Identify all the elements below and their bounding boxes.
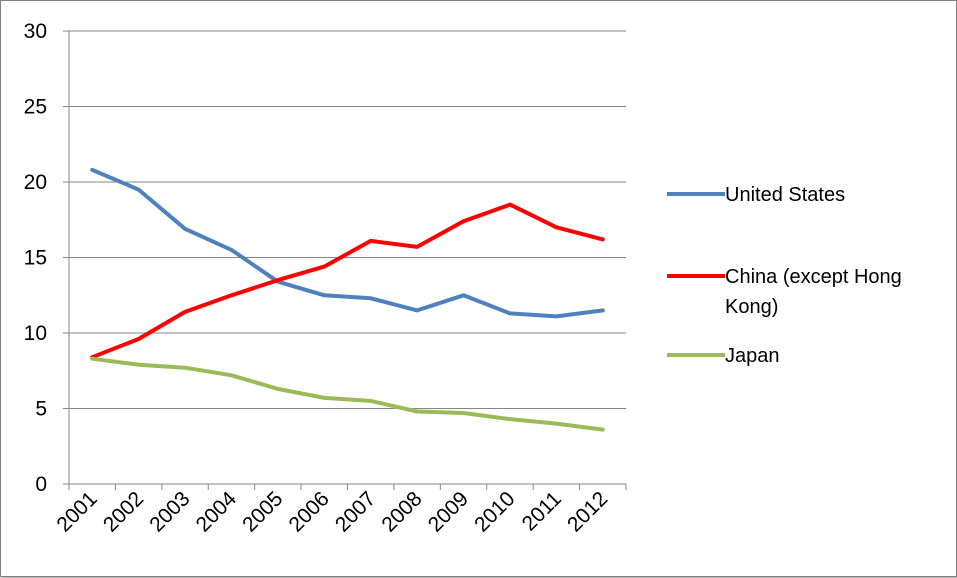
x-tick-label: 2005 — [238, 487, 287, 536]
y-tick-label: 20 — [24, 171, 47, 194]
series-line — [90, 167, 605, 319]
legend-label: Japan — [725, 345, 780, 367]
x-tick-label: 2002 — [99, 487, 148, 536]
y-tick-label: 5 — [35, 398, 47, 421]
x-tick-label: 2007 — [331, 487, 380, 536]
y-tick-label: 0 — [35, 473, 47, 496]
legend-label: China (except Hong Kong) — [725, 266, 902, 318]
legend: United States China (except Hong Kong) Japa… — [667, 184, 902, 367]
x-tick-label: 2011 — [518, 487, 566, 535]
x-tick-label: 2006 — [285, 487, 334, 536]
x-tick-label: 2008 — [377, 487, 426, 536]
y-tick-label: 10 — [24, 322, 47, 345]
series-line — [90, 202, 605, 360]
x-tick-label: 2003 — [145, 487, 194, 536]
x-tick-label: 2004 — [192, 487, 242, 537]
gridlines — [69, 30, 626, 409]
y-tick-label: 30 — [24, 20, 47, 43]
legend-label: United States — [725, 184, 845, 206]
x-tick-label: 2009 — [424, 487, 473, 536]
series-lines — [90, 167, 605, 432]
y-tick-label: 15 — [24, 247, 47, 270]
axes: 0 5 10 15 20 25 30 2001200220032004200520062007… — [24, 20, 627, 537]
x-tick-label: 2012 — [563, 487, 612, 536]
y-tick-label: 25 — [24, 96, 47, 119]
x-tick-label: 2010 — [470, 487, 519, 536]
series-line — [90, 356, 605, 432]
x-tick-label: 2001 — [52, 487, 101, 536]
